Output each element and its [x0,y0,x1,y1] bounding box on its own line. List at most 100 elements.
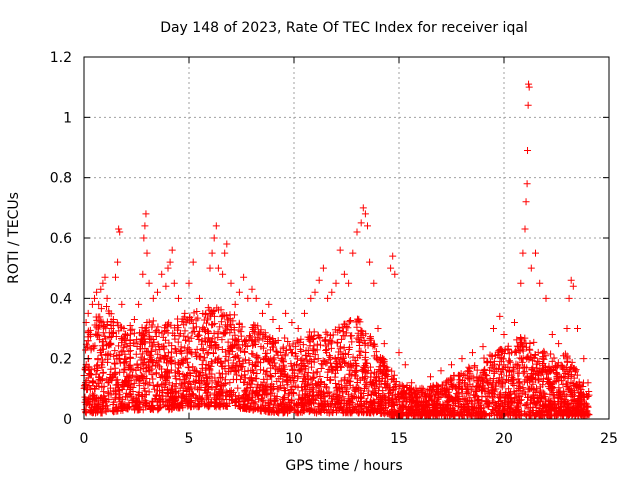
data-point [512,402,520,410]
data-point [406,385,414,393]
data-point [103,402,111,410]
data-point [310,335,318,343]
data-point [121,378,129,386]
data-point [474,398,482,406]
data-point [374,325,382,332]
data-point [247,374,255,382]
data-point [107,384,115,392]
data-point [248,380,256,388]
data-point [442,390,450,398]
data-point [333,339,341,347]
data-point [523,180,531,188]
data-point [289,367,297,375]
x-tick-label: 10 [285,431,303,447]
data-point [298,355,306,363]
data-point [136,338,144,346]
data-point [179,359,187,367]
data-point [227,367,235,375]
data-point [293,361,301,369]
data-point [248,285,256,293]
data-point [516,380,524,388]
data-point [231,362,239,370]
data-point [153,382,161,390]
data-point [241,397,249,405]
data-point [152,369,160,377]
data-point [310,385,318,393]
data-point [208,377,216,385]
data-point [567,378,575,386]
data-point [505,357,513,365]
data-point [486,376,494,384]
data-point [260,366,268,374]
data-point [511,318,518,326]
data-point [141,222,149,230]
data-point [307,363,315,371]
data-point [159,333,167,341]
data-point [297,396,305,404]
data-point [494,350,502,358]
data-point [95,300,103,308]
data-point [147,353,155,361]
data-point [297,335,305,343]
data-point [164,349,172,357]
data-point [245,396,253,404]
x-tick-label: 20 [495,431,513,447]
data-point [383,371,391,379]
data-point [276,383,284,391]
data-point [99,345,107,353]
data-point [97,285,105,293]
data-point [281,334,289,342]
data-point [463,390,471,398]
data-point [584,403,592,411]
data-point [455,384,463,392]
data-point [357,326,365,334]
data-point [536,386,544,394]
data-point [529,406,537,414]
data-point [311,288,319,296]
data-point [167,321,175,329]
data-point [380,362,388,370]
data-point [486,359,494,367]
data-point [197,340,205,348]
data-point [446,376,454,384]
data-point [359,204,367,212]
data-point [437,367,445,375]
data-point [263,368,271,376]
data-point [345,318,353,326]
data-point [457,370,465,378]
data-point [573,400,581,408]
data-point [317,387,325,395]
data-point [357,219,365,227]
data-point [239,404,247,412]
data-point [82,346,90,354]
data-point [336,345,344,353]
data-point [263,349,271,357]
data-point [503,401,511,409]
data-point [103,318,111,326]
data-point [138,350,146,358]
data-point [360,336,368,344]
data-point [84,337,92,345]
data-point [445,385,453,393]
data-point [172,387,180,395]
data-point [560,399,568,407]
data-point [261,402,269,410]
data-point [253,369,261,377]
data-point [564,407,572,415]
data-point [185,337,193,345]
data-point [142,210,150,218]
data-point [265,403,273,411]
data-point [311,351,319,359]
data-point [319,357,327,365]
data-point [93,288,101,296]
data-point [522,339,530,347]
data-point [245,356,253,364]
data-point [92,406,100,414]
data-point [161,328,169,336]
data-point [233,371,241,379]
data-point [380,340,388,348]
data-point [270,397,278,405]
data-point [306,406,314,414]
data-point [571,366,579,374]
data-point [530,338,538,346]
